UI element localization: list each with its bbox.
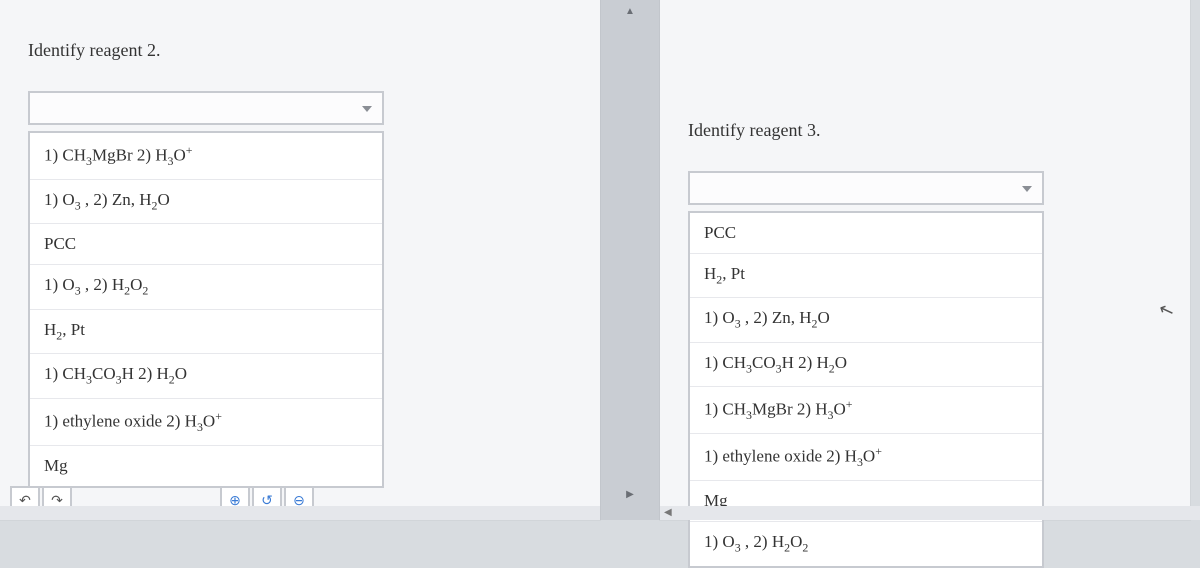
- dropdown-option[interactable]: 1) O3 , 2) Zn, H2O: [30, 180, 382, 224]
- scroll-up-arrow[interactable]: ▲: [625, 6, 635, 17]
- question-prompt: Identify reagent 2.: [28, 40, 572, 61]
- dropdown-option[interactable]: H2, Pt: [690, 254, 1042, 298]
- dropdown-option[interactable]: 1) O3 , 2) H2O2: [690, 522, 1042, 565]
- page-gap: ▲ ▶: [600, 0, 660, 520]
- reagent-2-select[interactable]: [28, 91, 384, 125]
- question-panel-reagent-2: Identify reagent 2. 1) CH3MgBr 2) H3O+1)…: [0, 0, 600, 520]
- horizontal-scrollbar-bottom-right[interactable]: ◀: [660, 506, 1200, 520]
- dropdown-option[interactable]: 1) CH3CO3H 2) H2O: [30, 354, 382, 398]
- reagent-2-options-list: 1) CH3MgBr 2) H3O+1) O3 , 2) Zn, H2OPCC1…: [28, 131, 384, 488]
- dropdown-option[interactable]: 1) CH3MgBr 2) H3O+: [30, 133, 382, 180]
- scroll-left-icon[interactable]: ◀: [664, 507, 672, 518]
- dropdown-option[interactable]: 1) CH3CO3H 2) H2O: [690, 343, 1042, 387]
- dropdown-option[interactable]: H2, Pt: [30, 310, 382, 354]
- dropdown-option[interactable]: 1) O3 , 2) Zn, H2O: [690, 298, 1042, 342]
- dropdown-option[interactable]: 1) O3 , 2) H2O2: [30, 265, 382, 309]
- dropdown-option[interactable]: PCC: [690, 213, 1042, 254]
- question-prompt: Identify reagent 3.: [688, 120, 1162, 141]
- dropdown-option[interactable]: 1) CH3MgBr 2) H3O+: [690, 387, 1042, 434]
- dropdown-option[interactable]: Mg: [30, 446, 382, 486]
- reagent-3-select[interactable]: [688, 171, 1044, 205]
- question-panel-reagent-3: Identify reagent 3. PCCH2, Pt1) O3 , 2) …: [660, 0, 1190, 520]
- dropdown-option[interactable]: 1) ethylene oxide 2) H3O+: [30, 399, 382, 446]
- dropdown-option[interactable]: PCC: [30, 224, 382, 265]
- horizontal-scrollbar-left[interactable]: [0, 506, 600, 520]
- scroll-right-arrow[interactable]: ▶: [626, 489, 634, 500]
- dropdown-option[interactable]: 1) ethylene oxide 2) H3O+: [690, 434, 1042, 481]
